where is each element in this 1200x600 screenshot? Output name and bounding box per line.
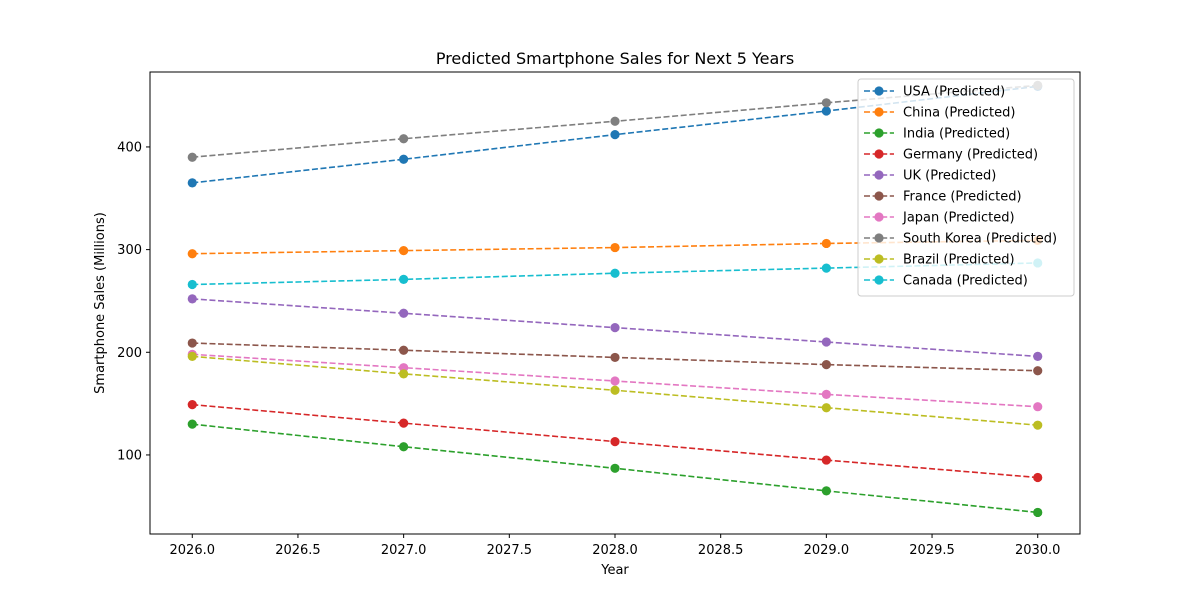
- data-point: [1033, 472, 1043, 483]
- data-point: [821, 106, 831, 116]
- data-point: [821, 263, 831, 273]
- data-point: [1033, 351, 1043, 361]
- data-point: [610, 437, 620, 447]
- data-point: [399, 442, 409, 452]
- x-tick-label: 2028.5: [698, 543, 744, 558]
- legend-marker: [874, 128, 884, 138]
- legend-marker: [874, 86, 884, 96]
- legend-marker: [874, 191, 884, 201]
- data-point: [187, 294, 197, 304]
- data-point: [821, 98, 831, 108]
- legend-item: Canada (Predicted): [864, 274, 1028, 289]
- series-5: [187, 338, 1043, 376]
- data-point: [610, 463, 620, 473]
- data-point: [399, 308, 409, 318]
- data-point: [399, 246, 409, 256]
- data-point: [187, 419, 197, 429]
- series-4: [187, 294, 1043, 361]
- data-point: [821, 238, 831, 249]
- data-point: [610, 242, 620, 253]
- legend-item: UK (Predicted): [864, 169, 996, 184]
- plot-area: 2026.0 2026.5 2027.0 2027.5 2028.0 2028.5 2029…: [117, 71, 1081, 558]
- legend-label: South Korea (Predicted): [903, 232, 1057, 247]
- data-point: [821, 360, 831, 370]
- data-point: [821, 389, 831, 399]
- legend-label: India (Predicted): [903, 127, 1010, 142]
- legend-item: Japan (Predicted): [864, 211, 1015, 226]
- legend-item: China (Predicted): [864, 106, 1015, 121]
- data-point: [821, 337, 831, 347]
- x-tick-label: 2026.5: [275, 543, 321, 558]
- data-point: [610, 130, 620, 140]
- data-point: [187, 338, 197, 348]
- x-tick-label: 2030.0: [1015, 543, 1061, 558]
- legend-label: France (Predicted): [903, 190, 1022, 205]
- legend-marker: [874, 275, 884, 285]
- legend-item: South Korea (Predicted): [864, 232, 1057, 247]
- data-point: [187, 178, 197, 188]
- legend-label: Brazil (Predicted): [903, 253, 1015, 268]
- data-point: [1033, 420, 1043, 430]
- series-3: [187, 400, 1043, 483]
- legend-item: France (Predicted): [864, 190, 1022, 205]
- legend-marker: [874, 212, 884, 222]
- legend-marker: [874, 254, 884, 264]
- legend-label: UK (Predicted): [903, 169, 996, 184]
- data-point: [610, 268, 620, 278]
- legend-item: India (Predicted): [864, 127, 1010, 142]
- data-point: [187, 249, 197, 259]
- legend-item: USA (Predicted): [864, 85, 1005, 100]
- data-point: [187, 279, 197, 290]
- chart-title: Predicted Smartphone Sales for Next 5 Ye…: [436, 49, 794, 68]
- data-point: [399, 345, 409, 355]
- data-point: [1033, 366, 1043, 376]
- legend-marker: [874, 170, 884, 180]
- legend-box: [857, 78, 1075, 297]
- y-tick-label: 200: [117, 346, 142, 361]
- data-point: [399, 134, 409, 144]
- y-tick-label: 400: [117, 140, 142, 155]
- legend-marker: [874, 149, 884, 159]
- data-point: [821, 455, 831, 465]
- data-point: [399, 154, 409, 164]
- data-point: [821, 403, 831, 413]
- data-point: [821, 486, 831, 496]
- y-axis-title: Smartphone Sales (Millions): [93, 212, 108, 394]
- data-point: [610, 323, 620, 333]
- series-8: [187, 351, 1043, 430]
- data-point: [399, 369, 409, 379]
- legend-label: Germany (Predicted): [903, 148, 1038, 163]
- x-tick-label: 2029.0: [804, 543, 850, 558]
- y-tick-label: 300: [117, 243, 142, 258]
- legend-marker: [874, 233, 884, 243]
- data-point: [187, 400, 197, 410]
- legend-label: China (Predicted): [903, 106, 1015, 121]
- x-tick-label: 2027.5: [487, 543, 533, 558]
- x-tick-label: 2028.0: [592, 543, 638, 558]
- legend-item: Germany (Predicted): [864, 148, 1038, 163]
- data-point: [187, 351, 197, 361]
- x-tick-label: 2029.5: [909, 543, 955, 558]
- data-point: [187, 152, 197, 162]
- data-point: [610, 376, 620, 386]
- data-point: [1033, 402, 1043, 412]
- legend-marker: [874, 107, 884, 117]
- data-point: [610, 385, 620, 395]
- series-2: [187, 419, 1043, 518]
- data-point: [399, 418, 409, 428]
- legend-item: Brazil (Predicted): [864, 253, 1015, 268]
- x-tick-label: 2027.0: [381, 543, 427, 558]
- data-point: [610, 352, 620, 363]
- data-point: [610, 116, 620, 126]
- legend-label: Japan (Predicted): [902, 211, 1015, 226]
- data-point: [1033, 507, 1043, 518]
- legend-label: Canada (Predicted): [903, 274, 1028, 289]
- data-point: [399, 274, 409, 284]
- x-axis-title: Year: [600, 563, 629, 578]
- legend: USA (Predicted) China (Predicted) India (P…: [857, 78, 1075, 297]
- y-tick-label: 100: [117, 448, 142, 463]
- x-tick-label: 2026.0: [170, 543, 216, 558]
- legend-label: USA (Predicted): [903, 85, 1005, 100]
